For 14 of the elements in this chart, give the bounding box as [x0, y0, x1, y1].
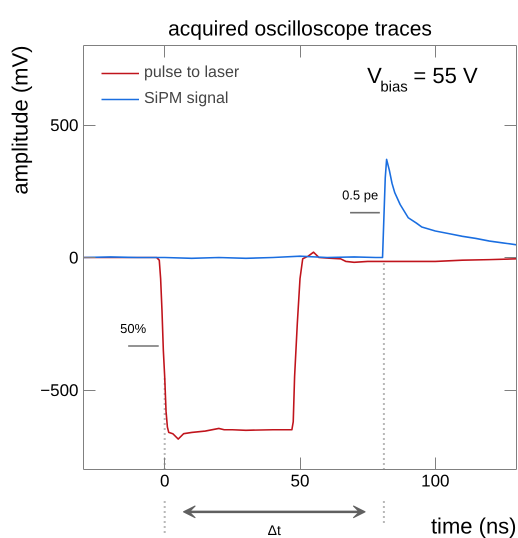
y-tick-label: −500 [40, 381, 79, 400]
x-tick-label: 100 [421, 472, 450, 490]
chart-title: acquired oscilloscope traces [168, 18, 432, 40]
legend-label: pulse to laser [144, 64, 240, 82]
annotation: 50% [120, 321, 147, 336]
y-tick-label: 0 [69, 248, 79, 268]
x-tick-label: 50 [290, 472, 310, 490]
legend-label: SiPM signal [144, 90, 228, 108]
y-axis-title: amplitude (mV) [8, 46, 32, 195]
x-tick-label: 0 [160, 472, 170, 490]
annotation: 0.5 pe [342, 188, 378, 203]
x-axis-title: time (ns) [430, 514, 516, 538]
text: Δt [268, 522, 282, 538]
y-tick-label: 500 [50, 116, 79, 135]
